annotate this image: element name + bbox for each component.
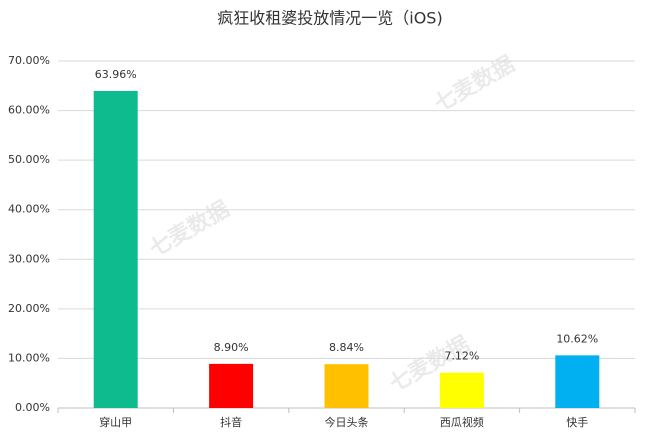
value-label: 7.12% [444,350,479,363]
y-tick-label: 40.00% [8,203,50,216]
bar [93,90,138,409]
x-tick-label: 西瓜视频 [440,415,484,429]
y-tick-label: 60.00% [8,104,50,117]
y-tick-label: 50.00% [8,153,50,166]
value-label: 63.96% [95,68,137,81]
y-tick-label: 10.00% [8,351,50,364]
x-tick-label: 今日头条 [325,415,369,429]
y-tick-label: 0.00% [15,401,50,414]
x-tick-label: 快手 [566,415,588,429]
value-label: 8.84% [329,341,364,354]
x-tick-label: 抖音 [220,415,242,429]
y-tick-label: 70.00% [8,54,50,67]
x-tick-label: 穿山甲 [99,415,132,429]
bar [324,364,369,408]
bar [209,363,254,408]
y-tick-label: 30.00% [8,252,50,265]
value-label: 10.62% [556,332,598,345]
value-label: 8.90% [214,341,249,354]
bar [555,355,600,408]
y-tick-label: 20.00% [8,302,50,315]
bar [439,372,484,408]
chart-title: 疯狂收租婆投放情况一览（iOS) [217,9,442,28]
